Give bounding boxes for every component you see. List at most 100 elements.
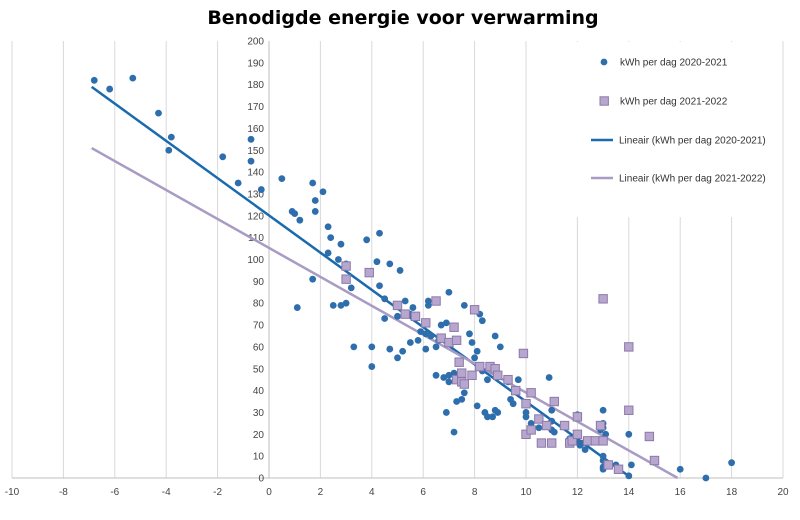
point-2020-2021 xyxy=(473,347,481,355)
point-2020-2021 xyxy=(342,299,350,307)
point-2021-2022 xyxy=(436,333,446,343)
y-tick-label: 200 xyxy=(247,37,264,48)
point-2021-2022 xyxy=(541,420,552,431)
point-2021-2022 xyxy=(624,342,634,352)
point-2021-2022 xyxy=(493,370,503,381)
point-2020-2021 xyxy=(581,446,589,453)
point-2020-2021 xyxy=(432,343,440,351)
point-2021-2022 xyxy=(467,370,477,381)
x-axis-tick-labels: -10 -8 -6 -4 -2 0 2 4 6 8 10 12 14 16 18 20 xyxy=(5,487,789,498)
point-2020-2021 xyxy=(329,301,337,309)
point-2020-2021 xyxy=(394,354,401,362)
point-2020-2021 xyxy=(514,376,522,384)
point-2020-2021 xyxy=(445,371,453,379)
y-tick-label: 90 xyxy=(253,277,265,288)
point-2021-2022 xyxy=(595,420,606,431)
point-2020-2021 xyxy=(309,179,317,187)
point-2020-2021 xyxy=(406,339,414,346)
x-tick-label: -8 xyxy=(59,487,68,498)
point-2020-2021 xyxy=(424,301,432,309)
point-2020-2021 xyxy=(417,328,425,336)
y-tick-label: 30 xyxy=(253,408,265,419)
axes xyxy=(12,41,783,479)
y-tick-label: 60 xyxy=(253,342,265,353)
point-2020-2021 xyxy=(247,135,255,143)
point-2020-2021 xyxy=(90,76,98,84)
point-2020-2021 xyxy=(491,332,499,340)
point-2021-2022 xyxy=(567,436,577,446)
point-2020-2021 xyxy=(296,216,304,224)
point-2021-2022 xyxy=(364,267,374,278)
x-tick-label: 18 xyxy=(726,487,738,498)
point-2021-2022 xyxy=(341,261,351,271)
point-2020-2021 xyxy=(458,395,466,403)
point-2021-2022 xyxy=(431,296,441,306)
point-2020-2021 xyxy=(394,312,401,320)
point-2020-2021 xyxy=(376,229,383,237)
point-2020-2021 xyxy=(453,398,461,405)
point-2021-2022 xyxy=(624,405,634,415)
point-2020-2021 xyxy=(494,409,502,416)
y-tick-label: 120 xyxy=(247,211,264,222)
y-tick-label: 80 xyxy=(253,299,265,310)
point-2020-2021 xyxy=(442,409,450,416)
point-2020-2021 xyxy=(545,374,553,381)
point-2020-2021 xyxy=(602,430,610,438)
x-tick-label: 12 xyxy=(572,487,584,498)
legend-box xyxy=(575,42,782,217)
point-2020-2021 xyxy=(368,343,376,351)
y-tick-label: 10 xyxy=(253,452,265,463)
point-2020-2021 xyxy=(422,345,430,353)
point-2020-2021 xyxy=(324,249,332,257)
point-2020-2021 xyxy=(409,304,417,311)
point-2020-2021 xyxy=(414,336,422,344)
point-2020-2021 xyxy=(319,188,327,196)
y-tick-label: 20 xyxy=(253,430,265,441)
point-2021-2022 xyxy=(598,294,608,304)
point-2020-2021 xyxy=(728,459,735,467)
point-2020-2021 xyxy=(219,153,227,161)
point-2020-2021 xyxy=(450,369,458,377)
y-tick-label: 50 xyxy=(253,364,265,375)
point-2021-2022 xyxy=(547,438,557,448)
x-tick-label: 8 xyxy=(472,487,478,498)
point-2021-2022 xyxy=(572,429,583,440)
point-2020-2021 xyxy=(535,424,543,432)
x-tick-label: 4 xyxy=(369,487,375,498)
point-2020-2021 xyxy=(473,402,481,410)
x-tick-label: 6 xyxy=(420,487,426,498)
legend-symbol-square xyxy=(599,96,609,106)
point-2020-2021 xyxy=(442,319,450,327)
point-2020-2021 xyxy=(106,85,114,93)
point-2020-2021 xyxy=(363,236,371,244)
point-2020-2021 xyxy=(527,419,535,427)
point-2021-2022 xyxy=(400,309,410,319)
point-2020-2021 xyxy=(165,146,173,154)
point-2020-2021 xyxy=(422,330,430,338)
point-2020-2021 xyxy=(376,282,383,290)
point-2020-2021 xyxy=(548,406,556,414)
point-2020-2021 xyxy=(550,428,558,436)
y-tick-label: 170 xyxy=(247,102,264,113)
x-tick-label: 20 xyxy=(777,487,789,498)
point-2021-2022 xyxy=(503,374,513,385)
point-2021-2022 xyxy=(421,318,431,328)
point-2021-2022 xyxy=(392,300,403,311)
point-2020-2021 xyxy=(324,223,332,231)
x-tick-label: 16 xyxy=(675,487,687,498)
point-2021-2022 xyxy=(572,412,583,422)
point-2021-2022 xyxy=(410,311,421,322)
x-tick-label: -4 xyxy=(162,487,171,498)
legend-entry-label: Lineair (kWh per dag 2020-2021) xyxy=(619,136,766,147)
point-2020-2021 xyxy=(489,413,496,421)
point-2020-2021 xyxy=(291,210,299,218)
point-2020-2021 xyxy=(471,354,478,362)
point-2020-2021 xyxy=(466,330,473,338)
x-tick-label: -10 xyxy=(5,487,20,498)
point-2020-2021 xyxy=(702,474,710,482)
point-2020-2021 xyxy=(496,343,504,351)
point-2020-2021 xyxy=(350,343,358,351)
point-2021-2022 xyxy=(511,385,521,396)
point-2020-2021 xyxy=(337,240,345,248)
point-2020-2021 xyxy=(311,197,319,204)
